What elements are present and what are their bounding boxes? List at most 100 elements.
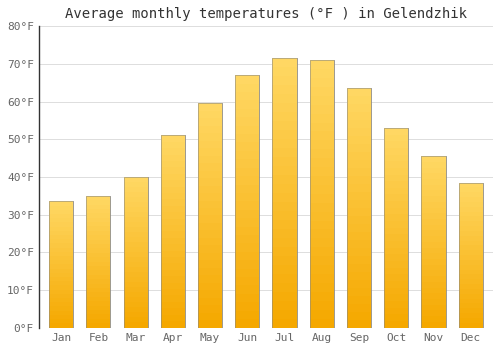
- Bar: [124, 247, 148, 252]
- Bar: [160, 212, 185, 219]
- Bar: [458, 255, 483, 260]
- Bar: [272, 58, 296, 67]
- Bar: [86, 196, 110, 328]
- Bar: [198, 238, 222, 245]
- Bar: [347, 89, 371, 328]
- Bar: [422, 190, 446, 196]
- Bar: [235, 134, 260, 142]
- Bar: [198, 283, 222, 290]
- Bar: [49, 294, 73, 298]
- Bar: [384, 234, 408, 241]
- Bar: [235, 218, 260, 226]
- Bar: [384, 301, 408, 308]
- Bar: [384, 181, 408, 188]
- Bar: [198, 126, 222, 133]
- Bar: [49, 286, 73, 290]
- Bar: [235, 201, 260, 210]
- Bar: [272, 112, 296, 121]
- Bar: [160, 231, 185, 238]
- Bar: [235, 226, 260, 235]
- Bar: [272, 58, 296, 328]
- Bar: [458, 323, 483, 328]
- Bar: [49, 319, 73, 323]
- Bar: [458, 289, 483, 294]
- Bar: [198, 111, 222, 118]
- Bar: [458, 274, 483, 279]
- Bar: [49, 214, 73, 218]
- Bar: [198, 290, 222, 298]
- Bar: [86, 275, 110, 279]
- Bar: [124, 313, 148, 317]
- Bar: [310, 283, 334, 292]
- Bar: [310, 114, 334, 122]
- Bar: [235, 184, 260, 193]
- Bar: [384, 261, 408, 268]
- Bar: [272, 247, 296, 256]
- Bar: [384, 128, 408, 328]
- Title: Average monthly temperatures (°F ) in Gelendzhik: Average monthly temperatures (°F ) in Ge…: [65, 7, 467, 21]
- Bar: [422, 208, 446, 213]
- Bar: [86, 231, 110, 235]
- Bar: [310, 60, 334, 69]
- Bar: [160, 148, 185, 155]
- Bar: [86, 196, 110, 200]
- Bar: [160, 174, 185, 180]
- Bar: [272, 67, 296, 76]
- Bar: [310, 60, 334, 328]
- Bar: [347, 104, 371, 112]
- Bar: [272, 202, 296, 211]
- Bar: [384, 148, 408, 155]
- Bar: [235, 286, 260, 294]
- Bar: [86, 292, 110, 297]
- Bar: [272, 238, 296, 247]
- Bar: [124, 282, 148, 287]
- Bar: [422, 253, 446, 259]
- Bar: [49, 231, 73, 235]
- Bar: [235, 269, 260, 277]
- Bar: [272, 58, 296, 328]
- Bar: [49, 315, 73, 319]
- Bar: [124, 242, 148, 247]
- Bar: [86, 248, 110, 253]
- Bar: [422, 196, 446, 202]
- Bar: [422, 282, 446, 288]
- Bar: [49, 281, 73, 286]
- Bar: [124, 287, 148, 292]
- Bar: [124, 257, 148, 262]
- Bar: [124, 202, 148, 207]
- Bar: [272, 166, 296, 175]
- Bar: [310, 194, 334, 203]
- Bar: [272, 76, 296, 85]
- Bar: [160, 321, 185, 328]
- Bar: [347, 296, 371, 303]
- Bar: [384, 128, 408, 135]
- Bar: [86, 314, 110, 319]
- Bar: [49, 201, 73, 328]
- Bar: [347, 240, 371, 248]
- Bar: [160, 289, 185, 295]
- Bar: [198, 118, 222, 126]
- Bar: [347, 160, 371, 168]
- Bar: [310, 96, 334, 105]
- Bar: [49, 302, 73, 307]
- Bar: [384, 175, 408, 181]
- Bar: [49, 226, 73, 231]
- Bar: [272, 193, 296, 202]
- Bar: [422, 173, 446, 179]
- Bar: [124, 237, 148, 242]
- Bar: [272, 220, 296, 229]
- Bar: [458, 270, 483, 274]
- Bar: [124, 187, 148, 192]
- Bar: [235, 75, 260, 328]
- Bar: [384, 241, 408, 248]
- Bar: [384, 215, 408, 221]
- Bar: [235, 142, 260, 151]
- Bar: [49, 277, 73, 281]
- Bar: [347, 128, 371, 136]
- Bar: [310, 140, 334, 149]
- Bar: [198, 245, 222, 253]
- Bar: [160, 302, 185, 308]
- Bar: [198, 305, 222, 313]
- Bar: [160, 180, 185, 187]
- Bar: [198, 171, 222, 178]
